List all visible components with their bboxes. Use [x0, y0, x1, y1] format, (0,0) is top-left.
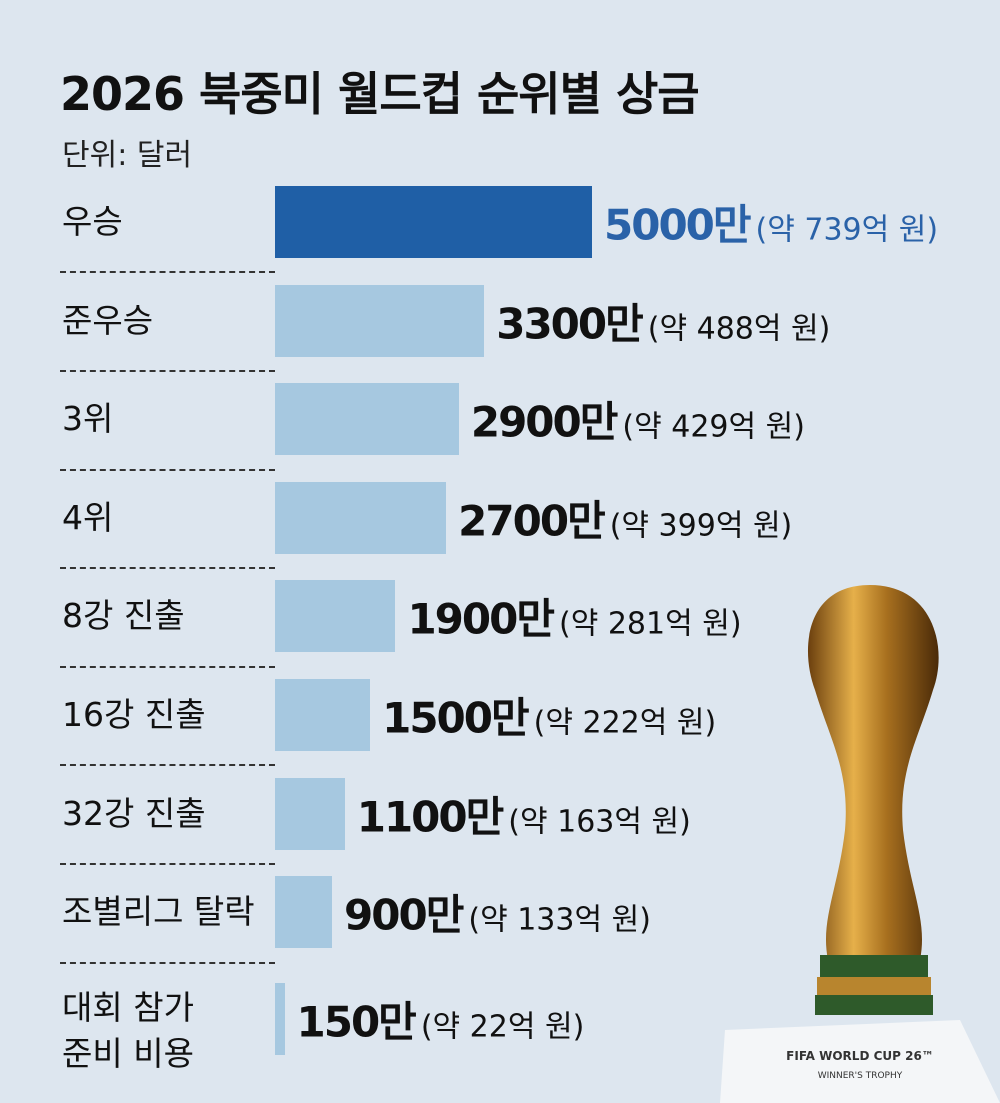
- value-text: 2700만: [458, 496, 606, 546]
- krw-text: (약 222억 원): [533, 705, 717, 741]
- value-text: 900만: [344, 890, 464, 940]
- bar: [275, 777, 345, 850]
- category-label: 대회 참가 준비 비용: [62, 987, 194, 1073]
- value-label: 3300만 (약 488억 원): [496, 290, 830, 351]
- krw-text: (약 133억 원): [468, 902, 651, 938]
- category-label: 16강 진출: [62, 695, 206, 734]
- chart-subtitle: 단위: 달러: [62, 138, 193, 173]
- value-text: 1500만: [382, 693, 530, 743]
- category-label: 4위: [62, 497, 114, 537]
- separator: [60, 468, 275, 471]
- krw-text: (약 739억 원): [755, 212, 939, 248]
- bar: [275, 982, 285, 1055]
- separator: [60, 271, 275, 274]
- bar: [275, 876, 333, 949]
- category-label: 조별리그 탈락: [62, 892, 255, 932]
- krw-text: (약 399억 원): [609, 508, 793, 544]
- category-label: 3위: [62, 399, 114, 439]
- bar: [275, 679, 371, 751]
- bar: [275, 580, 396, 653]
- separator: [60, 567, 275, 570]
- bar: [275, 383, 459, 456]
- krw-text: (약 488억 원): [647, 311, 831, 347]
- value-label: 900만 (약 133억 원): [344, 882, 651, 943]
- value-text: 1100만: [356, 792, 505, 842]
- bar: [275, 186, 592, 258]
- bar: [275, 284, 485, 357]
- value-label: 5000만 (약 739억 원): [604, 192, 938, 253]
- separator: [60, 764, 275, 767]
- bar: [275, 481, 447, 554]
- category-label: 8강 진출: [62, 596, 185, 636]
- separator: [60, 961, 275, 964]
- krw-text: (약 163억 원): [508, 804, 691, 840]
- value-label: 150만 (약 22억 원): [297, 988, 585, 1049]
- krw-text: (약 429억 원): [622, 409, 805, 445]
- category-label: 우승: [62, 202, 123, 241]
- value-text: 150만: [296, 997, 417, 1047]
- krw-text: (약 22억 원): [420, 1009, 585, 1045]
- value-label: 2700만 (약 399억 원): [458, 487, 792, 548]
- value-label: 2900만 (약 429억 원): [471, 389, 805, 450]
- value-label: 1100만 (약 163억 원): [357, 783, 691, 844]
- category-label: 32강 진출: [62, 793, 206, 833]
- separator: [60, 665, 275, 668]
- value-label: 1900만 (약 281억 원): [407, 586, 741, 647]
- chart-title: 2026 북중미 월드컵 순위별 상금: [60, 67, 700, 121]
- value-label: 1500만 (약 222억 원): [382, 685, 716, 746]
- value-text: 2900만: [470, 397, 619, 447]
- krw-text: (약 281억 원): [559, 606, 742, 642]
- value-text: 5000만: [604, 200, 752, 250]
- separator: [60, 369, 275, 372]
- value-text: 3300만: [496, 299, 644, 349]
- trophy-caption: FIFA WORLD CUP 26™: [786, 1049, 934, 1063]
- value-text: 1900만: [407, 594, 555, 644]
- separator: [60, 862, 275, 865]
- trophy-caption: WINNER'S TROPHY: [818, 1071, 903, 1081]
- category-label: 준우승: [62, 300, 154, 340]
- trophy-image: FIFA WORLD CUP 26™ WINNER'S TROPHY: [720, 585, 1000, 1103]
